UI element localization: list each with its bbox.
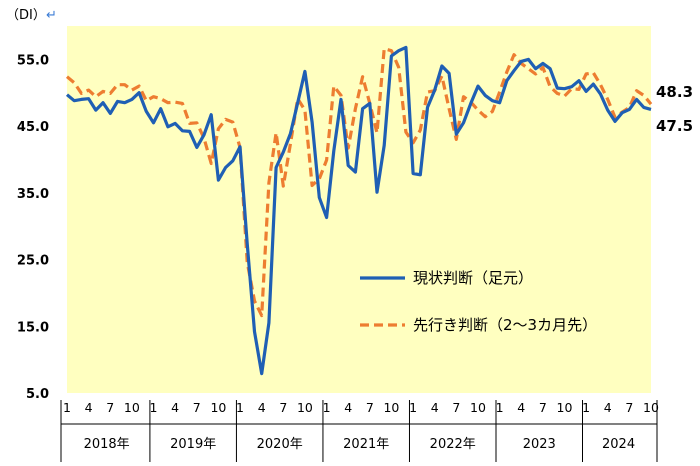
x-tick-label: 10: [383, 400, 399, 415]
end-label-current: 47.5: [656, 117, 693, 135]
x-tick-label: 10: [297, 400, 313, 415]
year-label: 2024: [602, 437, 635, 452]
y-axis-unit-label: （DI）: [6, 8, 46, 23]
x-tick-label: 10: [470, 400, 486, 415]
y-tick-label: 5.0: [26, 387, 49, 402]
x-axis-years: 2018年 2019年 2020年 2021年 2022年 2023 2024: [60, 400, 658, 462]
y-axis-ticks: 5.0 15.0 25.0 35.0 45.0 55.0: [17, 53, 49, 402]
x-tick-label: 10: [124, 400, 140, 415]
x-tick-label: 1: [236, 400, 244, 415]
x-tick-label: 1: [409, 400, 417, 415]
year-label: 2018年: [84, 437, 130, 452]
x-tick-label: 4: [171, 400, 179, 415]
year-label: 2023: [523, 437, 556, 452]
x-tick-label: 1: [63, 400, 71, 415]
y-tick-label: 35.0: [17, 187, 49, 202]
x-tick-label: 1: [323, 400, 331, 415]
legend: 現状判断（足元） 先行き判断（2～3カ月先）: [360, 269, 597, 334]
year-label: 2022年: [430, 437, 476, 452]
x-tick-label: 7: [193, 400, 201, 415]
x-tick-label: 7: [366, 400, 374, 415]
x-tick-label: 4: [85, 400, 93, 415]
x-tick-label: 4: [431, 400, 439, 415]
return-mark-icon: ↵: [46, 8, 57, 23]
x-axis-ticks: 1 4 7 10 1 4 7 10 1 4 7 10 1 4 7 10 1 4 7 10 1 4 7 10 1 4 7 10: [63, 400, 659, 415]
y-tick-label: 55.0: [17, 53, 49, 68]
x-tick-label: 7: [452, 400, 460, 415]
series-lines: [65, 45, 653, 376]
x-tick-label: 7: [539, 400, 547, 415]
x-tick-label: 1: [150, 400, 158, 415]
x-tick-label: 7: [106, 400, 114, 415]
x-tick-label: 4: [517, 400, 525, 415]
series-line-current: [65, 45, 652, 376]
x-tick-label: 7: [625, 400, 633, 415]
x-tick-label: 4: [604, 400, 612, 415]
end-label-outlook: 48.3: [656, 83, 693, 101]
y-tick-label: 45.0: [17, 120, 49, 135]
x-tick-label: 1: [496, 400, 504, 415]
x-tick-label: 1: [582, 400, 590, 415]
y-tick-label: 15.0: [17, 320, 49, 335]
legend-item-current-label: 現状判断（足元）: [413, 269, 533, 287]
x-tick-label: 4: [344, 400, 352, 415]
x-tick-label: 4: [258, 400, 266, 415]
x-tick-label: 10: [557, 400, 573, 415]
year-label: 2021年: [343, 437, 389, 452]
x-tick-label: 10: [643, 400, 659, 415]
y-tick-label: 25.0: [17, 254, 49, 269]
series-line-outlook: [65, 47, 653, 318]
year-label: 2019年: [170, 437, 216, 452]
year-label: 2020年: [257, 437, 303, 452]
plot-background: [67, 26, 651, 393]
x-tick-label: 10: [210, 400, 226, 415]
end-labels: 48.3 47.5: [656, 83, 693, 135]
legend-item-outlook-label: 先行き判断（2～3カ月先）: [413, 316, 597, 334]
x-tick-label: 7: [279, 400, 287, 415]
